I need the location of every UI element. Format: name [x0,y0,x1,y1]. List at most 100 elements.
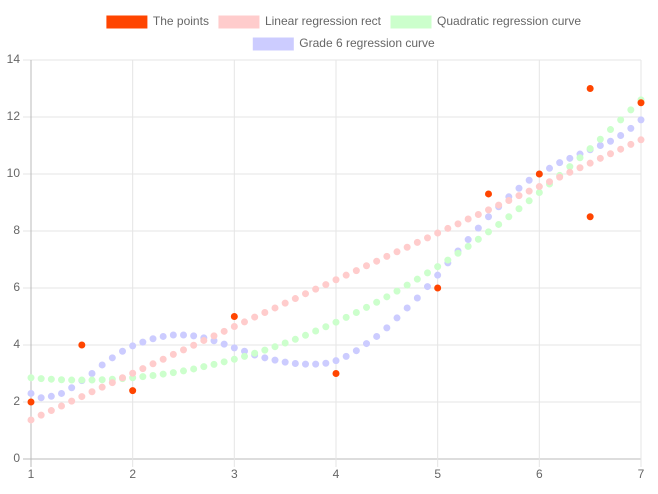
data-point [352,309,360,317]
data-point [413,275,421,283]
data-point [627,106,635,114]
y-tick-label: 0 [13,451,20,465]
data-point [119,347,126,355]
data-point [159,370,167,378]
data-point [485,190,492,198]
y-tick-label: 8 [13,223,20,237]
data-point [210,360,218,368]
data-point [291,335,299,343]
data-point [58,402,65,410]
data-point [535,183,543,191]
data-point [495,220,503,228]
data-point [525,187,533,195]
y-tick-label: 14 [7,52,21,66]
data-point [586,145,594,153]
data-point [627,124,635,132]
data-point [383,293,391,301]
x-tick-label: 2 [129,467,136,481]
data-point [220,340,228,348]
data-point [58,389,65,397]
x-tick-label: 7 [638,467,645,481]
data-point [169,369,177,377]
data-point [393,287,401,295]
data-point [169,350,177,358]
data-point [617,145,625,153]
legend-label: Grade 6 regression curve [299,36,435,50]
data-point [352,347,360,355]
data-point [586,159,594,167]
data-point [342,271,350,279]
data-point [108,354,116,362]
legend-swatch [218,15,260,29]
data-point [434,263,442,271]
data-point [576,154,584,162]
data-point [149,360,157,368]
legend-swatch [252,37,294,51]
data-point [424,234,431,242]
data-point [230,313,238,320]
data-point [525,176,533,184]
data-point [210,332,218,340]
data-point [607,150,614,158]
legend-swatch [390,15,432,29]
data-point [98,383,106,391]
data-point [363,340,370,348]
x-tick-label: 6 [536,467,543,481]
data-point [312,285,320,293]
data-point [363,262,370,270]
data-point [98,361,106,369]
data-point [332,276,340,284]
data-point [281,299,289,307]
data-point [119,374,126,382]
legend-label: Linear regression rect [265,14,382,28]
y-tick-label: 10 [7,166,21,180]
data-point [413,294,421,302]
data-point [596,154,604,162]
data-point [515,205,523,213]
data-point [403,304,411,312]
data-point [637,116,645,124]
data-point [535,189,543,197]
data-point [58,376,65,384]
data-point [108,379,116,387]
data-point [302,331,309,339]
data-point [342,352,350,360]
data-point [220,358,228,366]
data-point [566,163,574,171]
data-point [159,355,167,363]
data-point [78,376,86,384]
data-point [556,173,564,181]
data-point [474,224,482,232]
data-point [291,295,299,303]
data-point [464,242,472,250]
data-point [505,197,513,205]
data-point [139,338,147,346]
data-point [495,201,503,209]
data-point [47,392,55,400]
data-point [403,281,411,289]
data-point [403,243,411,251]
data-point [261,354,269,362]
data-point [230,322,238,330]
data-point [617,116,625,124]
data-point [98,376,106,384]
data-point [596,142,604,149]
legend-item: Quadratic regression curve [390,14,581,29]
data-point [88,388,96,396]
data-point [190,365,198,373]
data-point [586,85,594,92]
data-point [180,346,187,354]
data-point [576,164,584,172]
data-point [220,327,228,335]
data-point [607,126,614,134]
data-point [200,363,208,371]
data-point [627,140,635,148]
data-point [586,213,594,221]
data-point [363,303,370,311]
data-point [251,349,259,357]
data-point [607,137,614,145]
legend-swatch [106,15,148,29]
data-point [180,367,187,375]
data-point [546,178,553,186]
